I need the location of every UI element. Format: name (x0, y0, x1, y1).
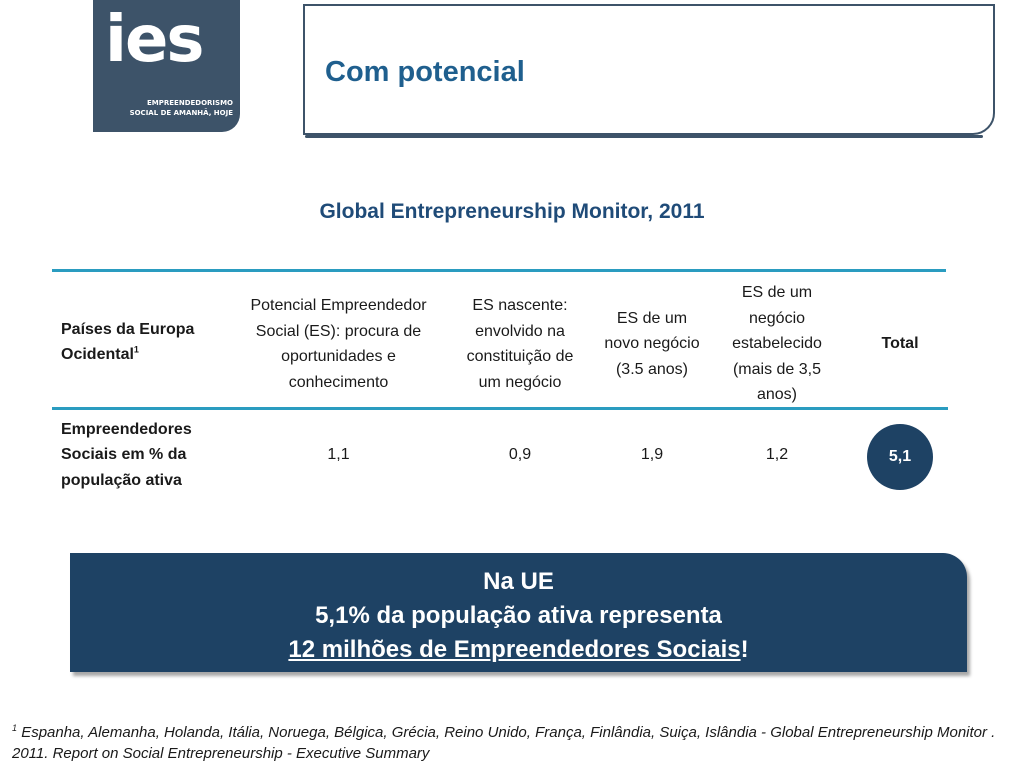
callout-box: Na UE 5,1% da população ativa representa… (70, 553, 967, 672)
total-value-badge: 5,1 (867, 424, 933, 490)
table-subtitle: Global Entrepreneurship Monitor, 2011 (319, 200, 705, 223)
footnote-marker: 1 (12, 723, 18, 733)
logo-tagline-line-1: EMPREENDEDORISMO (147, 99, 233, 107)
table-cell: 1,9 (640, 446, 664, 464)
column-header: ES de um novo negócio (3.5 anos) (603, 280, 701, 408)
table-cell: 1,1 (327, 446, 350, 464)
callout-line-3: 12 milhões de Empreendedores Sociais! (70, 633, 967, 667)
slide-title: Com potencial (325, 56, 525, 88)
row-label: Empreendedores Sociais em % da população… (61, 416, 241, 494)
header-row-label: Países da Europa Ocidental1 (61, 280, 241, 404)
footnote-text: Espanha, Alemanha, Holanda, Itália, Noru… (12, 724, 996, 762)
callout-line-1: Na UE (483, 568, 554, 595)
logo-wordmark: ies (105, 3, 204, 77)
column-header-text: Potencial Empreendedor Social (ES): proc… (250, 297, 427, 391)
callout-highlight: 12 milhões de Empreendedores Sociais (288, 636, 741, 663)
column-header-text: ES de um novo negócio (3.5 anos) (604, 309, 700, 378)
logo-tagline: EMPREENDEDORISMO SOCIAL DE AMANHÃ, HOJE (113, 98, 233, 118)
header-row-label-text: Países da Europa Ocidental (61, 320, 195, 364)
table-cell: 0,9 (508, 446, 532, 464)
column-header-total: Total (860, 280, 940, 408)
column-header: ES de um negócio estabelecido (mais de 3… (718, 280, 836, 408)
table-header-rule (52, 407, 948, 410)
logo-tagline-line-2: SOCIAL DE AMANHÃ, HOJE (129, 109, 233, 117)
ies-logo: ies EMPREENDEDORISMO SOCIAL DE AMANHÃ, H… (93, 0, 240, 132)
title-box: Com potencial (303, 4, 995, 138)
column-header-text: Total (881, 335, 919, 353)
callout-line-2: 5,1% da população ativa representa (315, 602, 722, 629)
table-cell: 1,2 (765, 446, 789, 464)
column-header: Potencial Empreendedor Social (ES): proc… (245, 280, 432, 408)
table-top-rule (52, 269, 946, 272)
column-header-text: ES nascente: envolvido na constituição d… (466, 297, 574, 391)
footnote-marker: 1 (133, 344, 139, 355)
footnote: 1 Espanha, Alemanha, Holanda, Itália, No… (12, 722, 1012, 764)
column-header-text: ES de um negócio estabelecido (mais de 3… (732, 284, 822, 404)
column-header: ES nascente: envolvido na constituição d… (454, 280, 586, 408)
row-label-text: Empreendedores Sociais em % da população… (61, 420, 192, 489)
callout-exclamation: ! (740, 636, 749, 663)
